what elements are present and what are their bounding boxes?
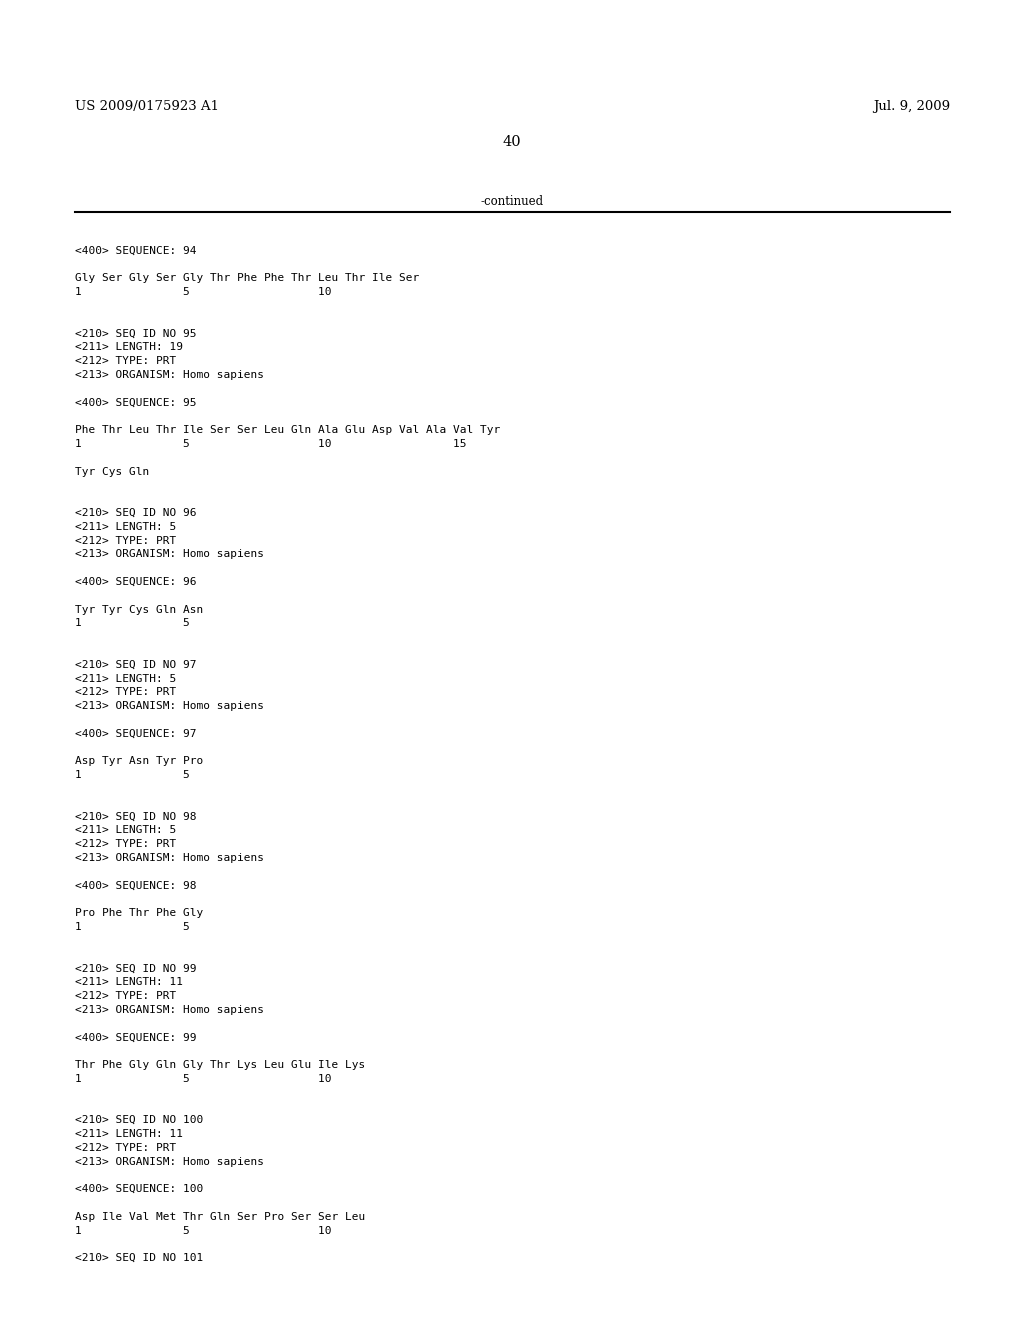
- Text: 1               5                   10: 1 5 10: [75, 1225, 332, 1236]
- Text: <210> SEQ ID NO 101: <210> SEQ ID NO 101: [75, 1253, 203, 1263]
- Text: <212> TYPE: PRT: <212> TYPE: PRT: [75, 536, 176, 545]
- Text: Asp Ile Val Met Thr Gln Ser Pro Ser Ser Leu: Asp Ile Val Met Thr Gln Ser Pro Ser Ser …: [75, 1212, 366, 1222]
- Text: <210> SEQ ID NO 98: <210> SEQ ID NO 98: [75, 812, 197, 821]
- Text: <211> LENGTH: 11: <211> LENGTH: 11: [75, 1129, 183, 1139]
- Text: 1               5: 1 5: [75, 618, 189, 628]
- Text: <400> SEQUENCE: 100: <400> SEQUENCE: 100: [75, 1184, 203, 1195]
- Text: <210> SEQ ID NO 99: <210> SEQ ID NO 99: [75, 964, 197, 973]
- Text: <210> SEQ ID NO 100: <210> SEQ ID NO 100: [75, 1115, 203, 1125]
- Text: <210> SEQ ID NO 96: <210> SEQ ID NO 96: [75, 508, 197, 517]
- Text: <400> SEQUENCE: 96: <400> SEQUENCE: 96: [75, 577, 197, 587]
- Text: Thr Phe Gly Gln Gly Thr Lys Leu Glu Ile Lys: Thr Phe Gly Gln Gly Thr Lys Leu Glu Ile …: [75, 1060, 366, 1071]
- Text: -continued: -continued: [480, 195, 544, 209]
- Text: <212> TYPE: PRT: <212> TYPE: PRT: [75, 991, 176, 1001]
- Text: <400> SEQUENCE: 99: <400> SEQUENCE: 99: [75, 1032, 197, 1043]
- Text: Tyr Cys Gln: Tyr Cys Gln: [75, 466, 150, 477]
- Text: <400> SEQUENCE: 98: <400> SEQUENCE: 98: [75, 880, 197, 891]
- Text: <213> ORGANISM: Homo sapiens: <213> ORGANISM: Homo sapiens: [75, 1005, 264, 1015]
- Text: US 2009/0175923 A1: US 2009/0175923 A1: [75, 100, 219, 114]
- Text: <211> LENGTH: 19: <211> LENGTH: 19: [75, 342, 183, 352]
- Text: 1               5: 1 5: [75, 921, 189, 932]
- Text: Gly Ser Gly Ser Gly Thr Phe Phe Thr Leu Thr Ile Ser: Gly Ser Gly Ser Gly Thr Phe Phe Thr Leu …: [75, 273, 419, 284]
- Text: <211> LENGTH: 11: <211> LENGTH: 11: [75, 977, 183, 987]
- Text: <213> ORGANISM: Homo sapiens: <213> ORGANISM: Homo sapiens: [75, 701, 264, 711]
- Text: <210> SEQ ID NO 95: <210> SEQ ID NO 95: [75, 329, 197, 339]
- Text: <213> ORGANISM: Homo sapiens: <213> ORGANISM: Homo sapiens: [75, 370, 264, 380]
- Text: 1               5                   10: 1 5 10: [75, 1073, 332, 1084]
- Text: <213> ORGANISM: Homo sapiens: <213> ORGANISM: Homo sapiens: [75, 1156, 264, 1167]
- Text: Phe Thr Leu Thr Ile Ser Ser Leu Gln Ala Glu Asp Val Ala Val Tyr: Phe Thr Leu Thr Ile Ser Ser Leu Gln Ala …: [75, 425, 501, 436]
- Text: <211> LENGTH: 5: <211> LENGTH: 5: [75, 673, 176, 684]
- Text: 1               5                   10: 1 5 10: [75, 288, 332, 297]
- Text: <400> SEQUENCE: 97: <400> SEQUENCE: 97: [75, 729, 197, 739]
- Text: 1               5: 1 5: [75, 770, 189, 780]
- Text: <211> LENGTH: 5: <211> LENGTH: 5: [75, 521, 176, 532]
- Text: <212> TYPE: PRT: <212> TYPE: PRT: [75, 1143, 176, 1152]
- Text: <212> TYPE: PRT: <212> TYPE: PRT: [75, 356, 176, 366]
- Text: <212> TYPE: PRT: <212> TYPE: PRT: [75, 840, 176, 849]
- Text: <213> ORGANISM: Homo sapiens: <213> ORGANISM: Homo sapiens: [75, 549, 264, 560]
- Text: Pro Phe Thr Phe Gly: Pro Phe Thr Phe Gly: [75, 908, 203, 919]
- Text: 40: 40: [503, 135, 521, 149]
- Text: Tyr Tyr Cys Gln Asn: Tyr Tyr Cys Gln Asn: [75, 605, 203, 615]
- Text: Asp Tyr Asn Tyr Pro: Asp Tyr Asn Tyr Pro: [75, 756, 203, 767]
- Text: <212> TYPE: PRT: <212> TYPE: PRT: [75, 688, 176, 697]
- Text: <400> SEQUENCE: 94: <400> SEQUENCE: 94: [75, 246, 197, 256]
- Text: <211> LENGTH: 5: <211> LENGTH: 5: [75, 825, 176, 836]
- Text: <400> SEQUENCE: 95: <400> SEQUENCE: 95: [75, 397, 197, 408]
- Text: Jul. 9, 2009: Jul. 9, 2009: [872, 100, 950, 114]
- Text: 1               5                   10                  15: 1 5 10 15: [75, 440, 467, 449]
- Text: <210> SEQ ID NO 97: <210> SEQ ID NO 97: [75, 660, 197, 669]
- Text: <213> ORGANISM: Homo sapiens: <213> ORGANISM: Homo sapiens: [75, 853, 264, 863]
